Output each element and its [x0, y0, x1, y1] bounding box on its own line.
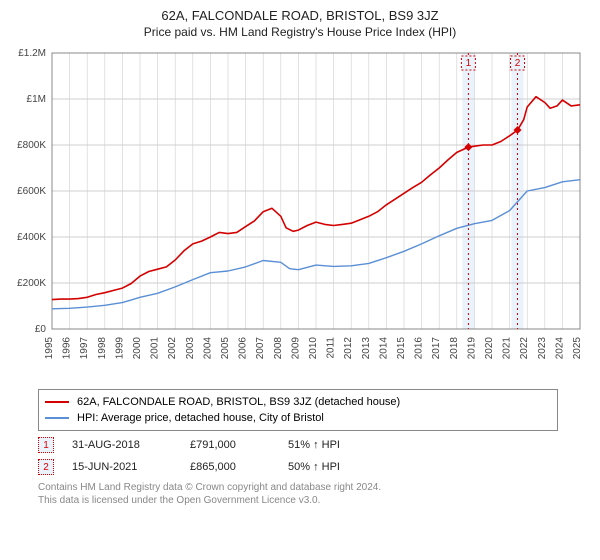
svg-text:2007: 2007 — [255, 337, 266, 360]
svg-text:2010: 2010 — [308, 337, 319, 360]
svg-text:2003: 2003 — [185, 337, 196, 360]
sale-price-1: £791,000 — [190, 439, 270, 451]
legend-row-property: 62A, FALCONDALE ROAD, BRISTOL, BS9 3JZ (… — [45, 394, 551, 410]
svg-text:£200K: £200K — [17, 278, 46, 289]
svg-text:2017: 2017 — [431, 337, 442, 360]
svg-text:£0: £0 — [35, 324, 47, 335]
svg-text:£400K: £400K — [17, 232, 46, 243]
chart-canvas: £0 £200K £400K £600K £800K £1M £1.2M 1995 1996 19… — [10, 45, 590, 385]
sale-price-2: £865,000 — [190, 461, 270, 473]
sale-hpi-1: 51% ↑ HPI — [288, 439, 368, 451]
svg-text:2004: 2004 — [202, 337, 213, 360]
svg-text:2000: 2000 — [132, 337, 143, 360]
sale-row-2: 2 15-JUN-2021 £865,000 50% ↑ HPI — [38, 459, 590, 475]
sale-hpi-2: 50% ↑ HPI — [288, 461, 368, 473]
page-subtitle: Price paid vs. HM Land Registry's House … — [10, 25, 590, 39]
svg-text:1996: 1996 — [62, 337, 73, 360]
svg-text:2020: 2020 — [484, 337, 495, 360]
footnote-line-2: This data is licensed under the Open Gov… — [38, 494, 590, 507]
svg-text:2025: 2025 — [572, 337, 583, 360]
sale-row-1: 1 31-AUG-2018 £791,000 51% ↑ HPI — [38, 437, 590, 453]
svg-text:1: 1 — [466, 58, 472, 69]
svg-text:2014: 2014 — [378, 337, 389, 360]
svg-text:£1.2M: £1.2M — [18, 48, 46, 59]
svg-text:2009: 2009 — [290, 337, 301, 360]
footnote-line-1: Contains HM Land Registry data © Crown c… — [38, 481, 590, 494]
sales-list: 1 31-AUG-2018 £791,000 51% ↑ HPI 2 15-JU… — [38, 437, 590, 475]
svg-text:1998: 1998 — [97, 337, 108, 360]
legend-box: 62A, FALCONDALE ROAD, BRISTOL, BS9 3JZ (… — [38, 389, 558, 431]
legend-swatch-property — [45, 401, 69, 403]
svg-text:2024: 2024 — [554, 337, 565, 360]
svg-text:1999: 1999 — [114, 337, 125, 360]
svg-text:£600K: £600K — [17, 186, 46, 197]
page-root: 62A, FALCONDALE ROAD, BRISTOL, BS9 3JZ P… — [0, 0, 600, 560]
svg-text:2001: 2001 — [150, 337, 161, 360]
sale-badge-2: 2 — [38, 459, 54, 475]
svg-text:1995: 1995 — [44, 337, 55, 360]
price-chart: £0 £200K £400K £600K £800K £1M £1.2M 1995 1996 19… — [10, 45, 590, 385]
svg-text:£800K: £800K — [17, 140, 46, 151]
svg-text:2015: 2015 — [396, 337, 407, 360]
svg-text:2019: 2019 — [466, 337, 477, 360]
page-title: 62A, FALCONDALE ROAD, BRISTOL, BS9 3JZ — [10, 8, 590, 23]
svg-text:2: 2 — [515, 58, 521, 69]
svg-text:2016: 2016 — [414, 337, 425, 360]
svg-text:£1M: £1M — [27, 94, 46, 105]
svg-text:2006: 2006 — [238, 337, 249, 360]
svg-text:1997: 1997 — [79, 337, 90, 360]
svg-text:2018: 2018 — [449, 337, 460, 360]
svg-text:2005: 2005 — [220, 337, 231, 360]
svg-text:2022: 2022 — [519, 337, 530, 360]
svg-text:2023: 2023 — [537, 337, 548, 360]
legend-row-hpi: HPI: Average price, detached house, City… — [45, 410, 551, 426]
svg-text:2012: 2012 — [343, 337, 354, 360]
svg-text:2011: 2011 — [326, 337, 337, 359]
footnote: Contains HM Land Registry data © Crown c… — [38, 481, 590, 507]
svg-text:2021: 2021 — [502, 337, 513, 360]
legend-label-hpi: HPI: Average price, detached house, City… — [77, 412, 324, 424]
svg-text:2002: 2002 — [167, 337, 178, 360]
svg-text:2008: 2008 — [273, 337, 284, 360]
legend-label-property: 62A, FALCONDALE ROAD, BRISTOL, BS9 3JZ (… — [77, 396, 400, 408]
legend-swatch-hpi — [45, 417, 69, 419]
svg-text:2013: 2013 — [361, 337, 372, 360]
sale-date-2: 15-JUN-2021 — [72, 461, 172, 473]
sale-badge-1: 1 — [38, 437, 54, 453]
sale-date-1: 31-AUG-2018 — [72, 439, 172, 451]
